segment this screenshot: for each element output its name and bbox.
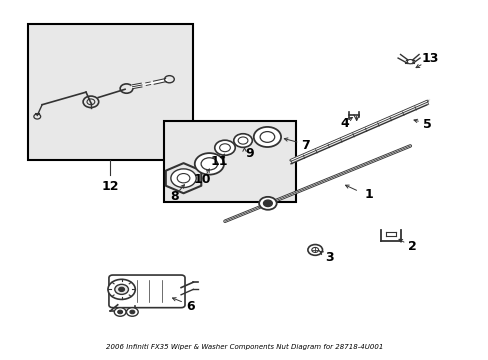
Text: 12: 12 bbox=[102, 180, 119, 193]
Circle shape bbox=[170, 169, 196, 188]
Circle shape bbox=[233, 134, 252, 147]
Text: 5: 5 bbox=[422, 118, 431, 131]
Text: 7: 7 bbox=[301, 139, 309, 152]
Bar bbox=[163, 121, 295, 202]
Circle shape bbox=[108, 279, 135, 300]
FancyBboxPatch shape bbox=[109, 275, 184, 308]
Circle shape bbox=[118, 310, 122, 314]
Text: 10: 10 bbox=[193, 173, 210, 186]
Circle shape bbox=[263, 200, 272, 207]
Circle shape bbox=[201, 158, 217, 170]
Circle shape bbox=[115, 284, 128, 294]
Circle shape bbox=[194, 153, 224, 175]
Circle shape bbox=[126, 308, 138, 316]
Text: 2006 Infiniti FX35 Wiper & Washer Components Nut Diagram for 28718-4U001: 2006 Infiniti FX35 Wiper & Washer Compon… bbox=[105, 344, 383, 350]
Circle shape bbox=[259, 197, 276, 210]
Text: 4: 4 bbox=[339, 117, 348, 130]
Text: 6: 6 bbox=[186, 300, 195, 313]
Text: 11: 11 bbox=[210, 155, 227, 168]
Circle shape bbox=[130, 310, 135, 314]
Circle shape bbox=[238, 137, 247, 144]
Circle shape bbox=[214, 140, 235, 155]
Bar bbox=[27, 24, 193, 160]
Circle shape bbox=[260, 132, 274, 142]
Circle shape bbox=[114, 308, 126, 316]
Circle shape bbox=[177, 174, 189, 183]
Circle shape bbox=[219, 144, 230, 152]
Text: 2: 2 bbox=[407, 240, 416, 253]
Text: 8: 8 bbox=[170, 190, 178, 203]
Circle shape bbox=[307, 244, 322, 255]
Text: 1: 1 bbox=[364, 188, 372, 201]
Circle shape bbox=[407, 59, 412, 64]
Circle shape bbox=[311, 247, 318, 252]
Text: 3: 3 bbox=[325, 251, 333, 264]
Polygon shape bbox=[290, 99, 429, 163]
Circle shape bbox=[119, 287, 124, 292]
Circle shape bbox=[253, 127, 281, 147]
Text: 13: 13 bbox=[420, 52, 438, 65]
Text: 9: 9 bbox=[244, 147, 253, 160]
